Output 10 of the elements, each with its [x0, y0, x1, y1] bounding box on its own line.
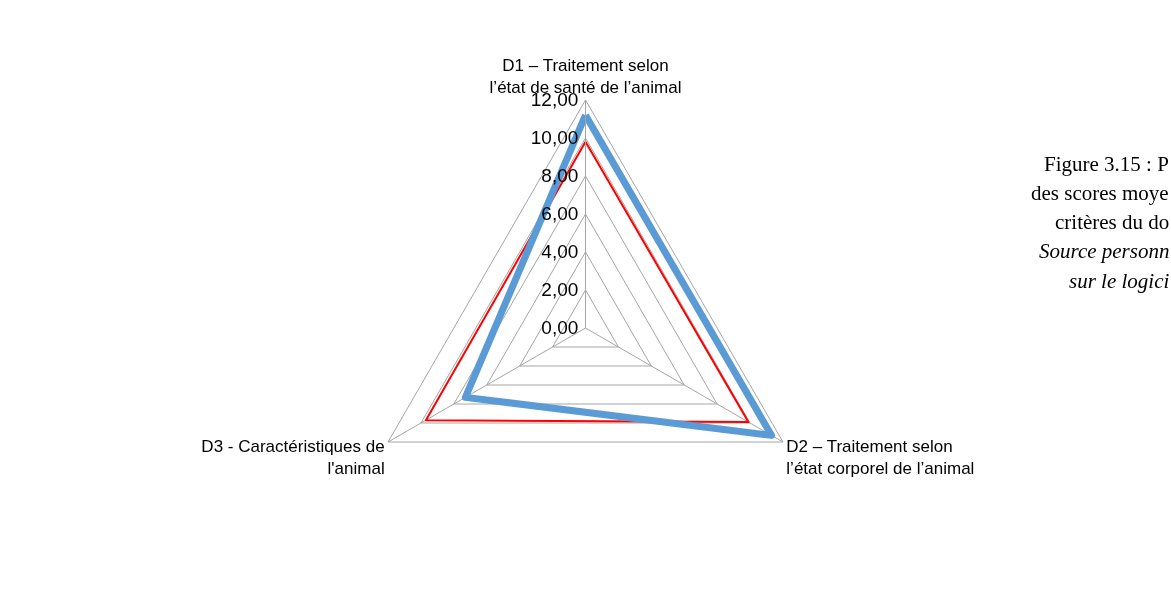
text: des scores moye: [1031, 181, 1169, 205]
y-tick-label: 0,00: [541, 317, 579, 339]
spoke-label: D3 - Caractéristiques de l'animal: [201, 437, 385, 479]
spoke-label: D2 – Traitement selon l’état corporel de l’animal: [786, 437, 975, 479]
y-tick-label: 4,00: [541, 241, 579, 263]
text: critères du do: [1055, 210, 1170, 234]
source-note: Source personn: [1039, 239, 1170, 263]
y-tick-label: 2,00: [541, 279, 579, 301]
caption: Figure 3.15 : P: [1044, 152, 1169, 176]
text: sur le logici: [1069, 269, 1170, 293]
